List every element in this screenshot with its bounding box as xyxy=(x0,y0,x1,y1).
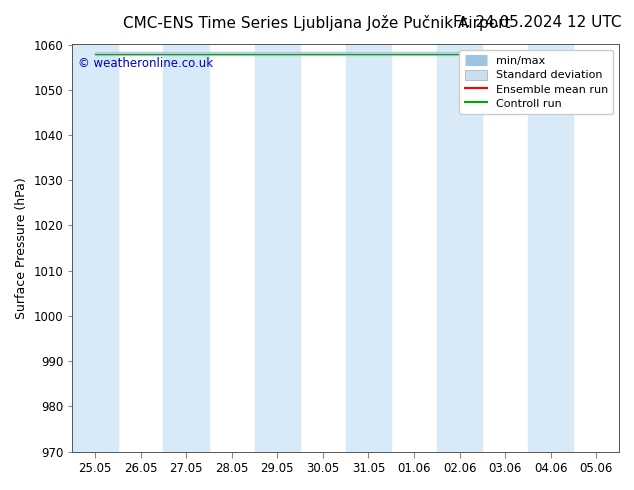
Legend: min/max, Standard deviation, Ensemble mean run, Controll run: min/max, Standard deviation, Ensemble me… xyxy=(459,50,614,114)
Bar xyxy=(164,45,209,452)
Text: CMC-ENS Time Series Ljubljana Jože Pučnik Airport: CMC-ENS Time Series Ljubljana Jože Pučni… xyxy=(123,15,511,31)
Bar xyxy=(437,45,482,452)
Bar xyxy=(528,45,573,452)
Bar xyxy=(346,45,391,452)
Text: © weatheronline.co.uk: © weatheronline.co.uk xyxy=(78,57,213,70)
Bar xyxy=(72,45,118,452)
Y-axis label: Surface Pressure (hPa): Surface Pressure (hPa) xyxy=(15,177,28,319)
Text: Fr. 24.05.2024 12 UTC: Fr. 24.05.2024 12 UTC xyxy=(453,15,621,30)
Bar xyxy=(255,45,300,452)
